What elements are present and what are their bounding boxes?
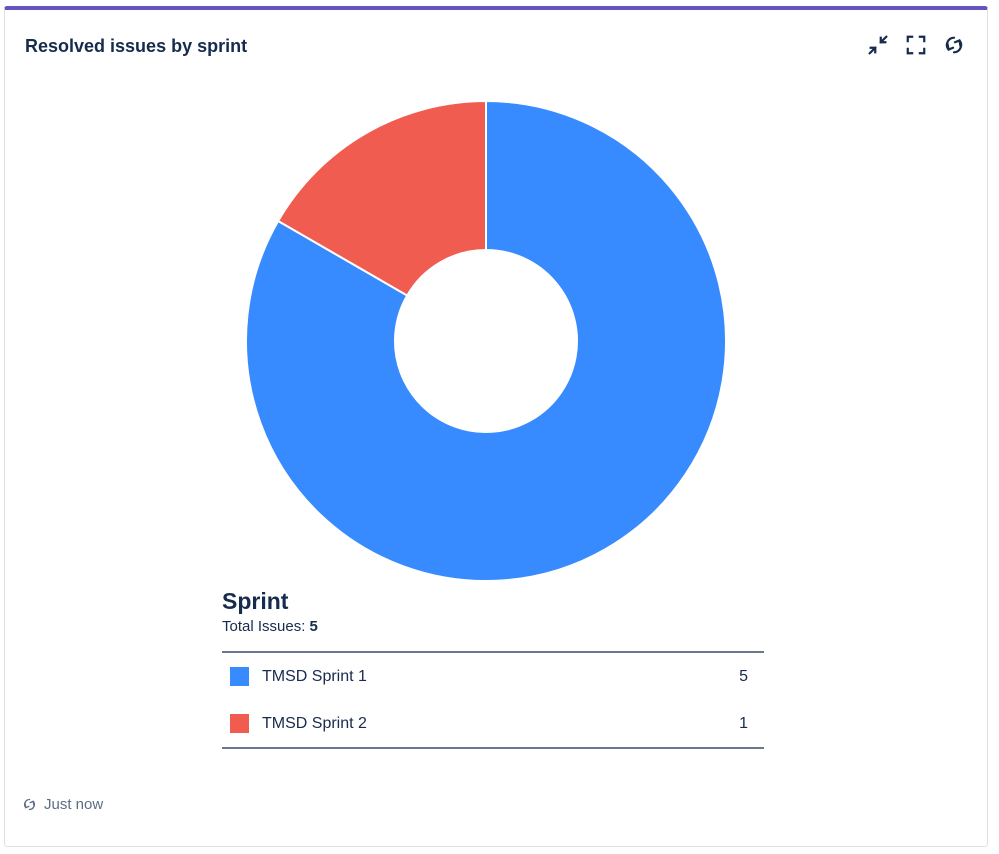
legend-value-sprint-1: 5 xyxy=(739,667,748,685)
gadget-footer: Just now xyxy=(22,796,103,813)
legend-label-sprint-2: TMSD Sprint 2 xyxy=(262,714,367,732)
legend-value-sprint-2: 1 xyxy=(739,714,748,732)
fullscreen-button[interactable] xyxy=(903,32,929,58)
refresh-button[interactable] xyxy=(941,32,967,58)
legend-row-sprint-1[interactable]: TMSD Sprint 1 5 xyxy=(222,653,764,700)
donut-slice-2[interactable] xyxy=(276,99,487,297)
last-updated-text: Just now xyxy=(44,796,104,813)
gadget-toolbar xyxy=(865,32,967,58)
legend-swatch-sprint-1 xyxy=(230,667,249,686)
legend-title: Sprint xyxy=(222,588,289,614)
donut-slice-1[interactable] xyxy=(245,99,727,582)
refresh-icon xyxy=(945,36,963,54)
legend-label-sprint-1: TMSD Sprint 1 xyxy=(262,667,367,685)
total-issues-value: 5 xyxy=(309,618,318,635)
fullscreen-corners-icon xyxy=(906,35,926,55)
chart-legend: Sprint Total Issues: 5 TMSD Sprint 1 5 T… xyxy=(222,586,764,749)
legend-row-sprint-2[interactable]: TMSD Sprint 2 1 xyxy=(222,700,764,747)
total-issues-label: Total Issues: xyxy=(222,618,306,635)
minimize-arrows-icon xyxy=(868,35,888,55)
gadget-title: Resolved issues by sprint xyxy=(25,36,248,56)
minimize-button[interactable] xyxy=(865,32,891,58)
refresh-icon xyxy=(23,798,36,811)
donut-chart xyxy=(245,99,727,582)
total-issues: Total Issues: 5 xyxy=(222,618,764,635)
legend-table: TMSD Sprint 1 5 TMSD Sprint 2 1 xyxy=(222,651,764,749)
legend-swatch-sprint-2 xyxy=(230,714,249,733)
